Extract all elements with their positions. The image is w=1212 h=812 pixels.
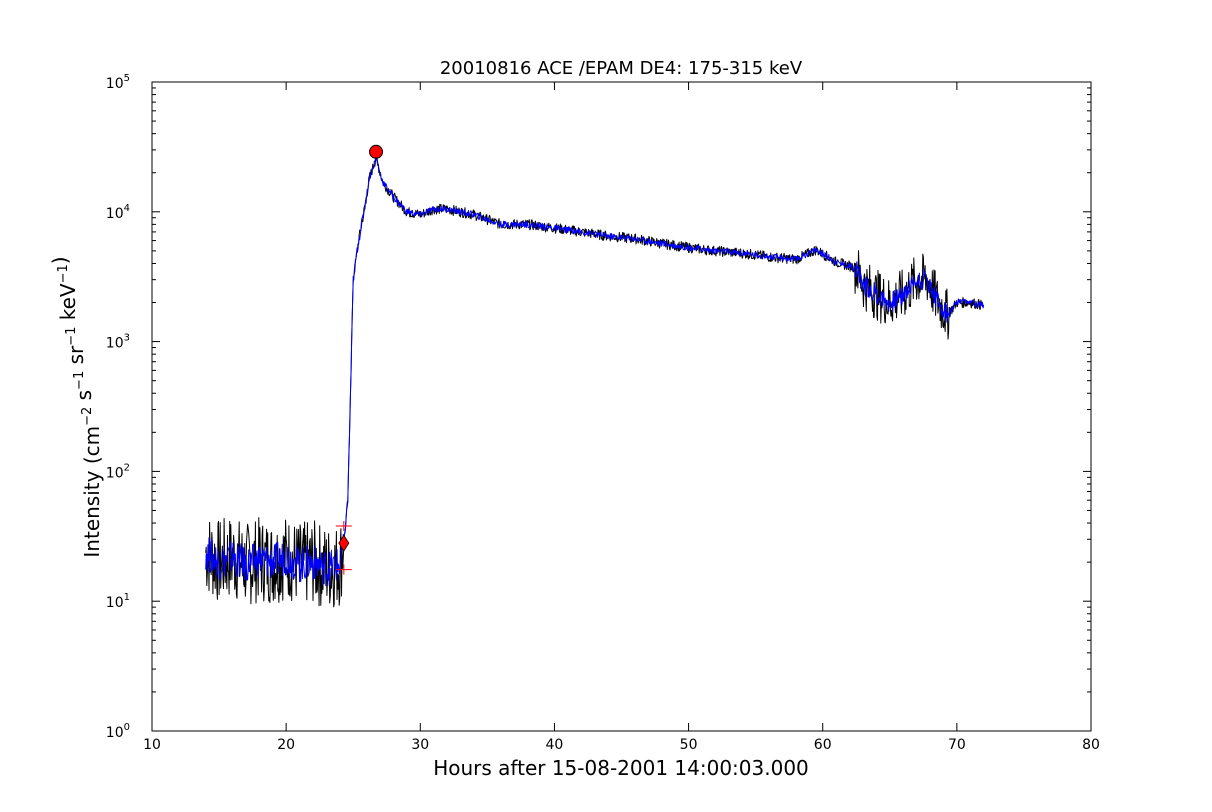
x-tick-label: 30 — [411, 737, 429, 753]
x-tick-label: 10 — [143, 737, 161, 753]
plot-area — [205, 144, 985, 608]
axes-frame — [151, 81, 1092, 732]
peak-marker — [369, 144, 384, 159]
y-axis-label: Intensity (cm−2 s−1 sr−1 keV−1) — [48, 256, 104, 557]
x-tick-label: 20 — [277, 737, 295, 753]
x-tick-label: 50 — [680, 737, 698, 753]
x-tick-label: 60 — [814, 737, 832, 753]
onset-error-marker — [335, 564, 352, 575]
x-tick-label: 80 — [1082, 737, 1100, 753]
onset-error-marker — [335, 520, 352, 531]
onset-marker — [338, 534, 350, 552]
x-axis-label: Hours after 15-08-2001 14:00:03.000 — [433, 756, 809, 780]
x-tick-label: 40 — [546, 737, 564, 753]
smoothed-intensity-series — [205, 157, 985, 587]
x-tick-label: 70 — [948, 737, 966, 753]
chart-title: 20010816 ACE /EPAM DE4: 175-315 keV — [440, 58, 803, 79]
